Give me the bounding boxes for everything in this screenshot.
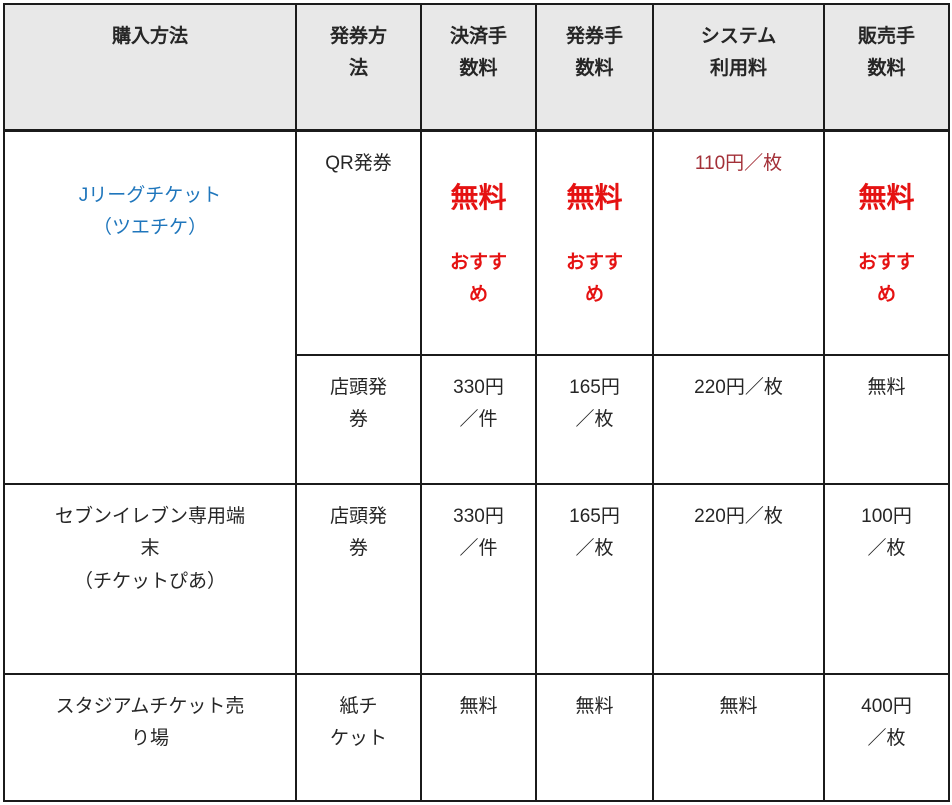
cell-sales-fee: 100円 ／枚: [823, 482, 950, 675]
cell-purchase-method: スタジアムチケット売 り場: [3, 672, 297, 802]
row-jleague-tento: 店頭発 券 330円 ／件 165円 ／枚 220円／枚 無料: [4, 353, 950, 485]
cell-sales-fee: 無料: [823, 353, 950, 485]
cell-system-fee: 220円／枚: [652, 482, 825, 675]
fee-recommend-label: おすす め: [449, 252, 507, 306]
cell-issue-fee: 無料: [535, 672, 654, 802]
cell-issue-method: 店頭発 券: [295, 353, 422, 485]
cell-payment-fee: 330円 ／件: [420, 353, 537, 485]
col-header-payment-fee: 決済手 数料: [420, 3, 537, 132]
cell-issue-method: 店頭発 券: [295, 482, 422, 675]
fee-recommend-label: おすす め: [857, 252, 915, 306]
cell-sales-fee: 400円 ／枚: [823, 672, 950, 802]
cell-issue-method: QR発券: [295, 129, 422, 356]
cell-purchase-method: Jリーグチケット （ツエチケ）: [3, 129, 297, 485]
cell-system-fee: 無料: [652, 672, 825, 802]
row-jleague-qr: Jリーグチケット （ツエチケ） QR発券 無料 おすす め 無料 おすす め 1…: [3, 129, 950, 485]
fee-recommend-label: おすす め: [565, 252, 623, 306]
cell-issue-fee: 無料 おすす め: [535, 129, 654, 356]
row-stadium: スタジアムチケット売 り場 紙チ ケット 無料 無料 無料 400円 ／枚: [3, 672, 950, 802]
jleague-ticket-link[interactable]: Jリーグチケット （ツエチケ）: [78, 184, 222, 239]
cell-system-fee: 110円／枚: [652, 129, 825, 356]
header-row: 購入方法 発券方 法 決済手 数料 発券手 数料 システム 利用料 販売手 数料: [3, 3, 950, 132]
col-header-purchase-method: 購入方法: [3, 3, 297, 132]
fee-free-label: 無料: [858, 181, 915, 213]
cell-issue-fee: 165円 ／枚: [535, 482, 654, 675]
fees-table: 購入方法 発券方 法 決済手 数料 発券手 数料 システム 利用料 販売手 数料…: [3, 3, 950, 802]
row-seven-eleven: セブンイレブン専用端 末 （チケットぴあ） 店頭発 券 330円 ／件 165円…: [3, 482, 950, 675]
cell-issue-method: 紙チ ケット: [295, 672, 422, 802]
cell-issue-fee: 165円 ／枚: [535, 353, 654, 485]
cell-payment-fee: 無料: [420, 672, 537, 802]
cell-payment-fee: 330円 ／件: [420, 482, 537, 675]
col-header-sales-fee: 販売手 数料: [823, 3, 950, 132]
col-header-system-fee: システム 利用料: [652, 3, 825, 132]
cell-payment-fee: 無料 おすす め: [420, 129, 537, 356]
fee-free-label: 無料: [450, 181, 507, 213]
fee-free-label: 無料: [566, 181, 623, 213]
col-header-issue-fee: 発券手 数料: [535, 3, 654, 132]
cell-purchase-method: セブンイレブン専用端 末 （チケットぴあ）: [3, 482, 297, 675]
cell-sales-fee: 無料 おすす め: [823, 129, 950, 356]
cell-system-fee: 220円／枚: [652, 353, 825, 485]
col-header-issue-method: 発券方 法: [295, 3, 422, 132]
